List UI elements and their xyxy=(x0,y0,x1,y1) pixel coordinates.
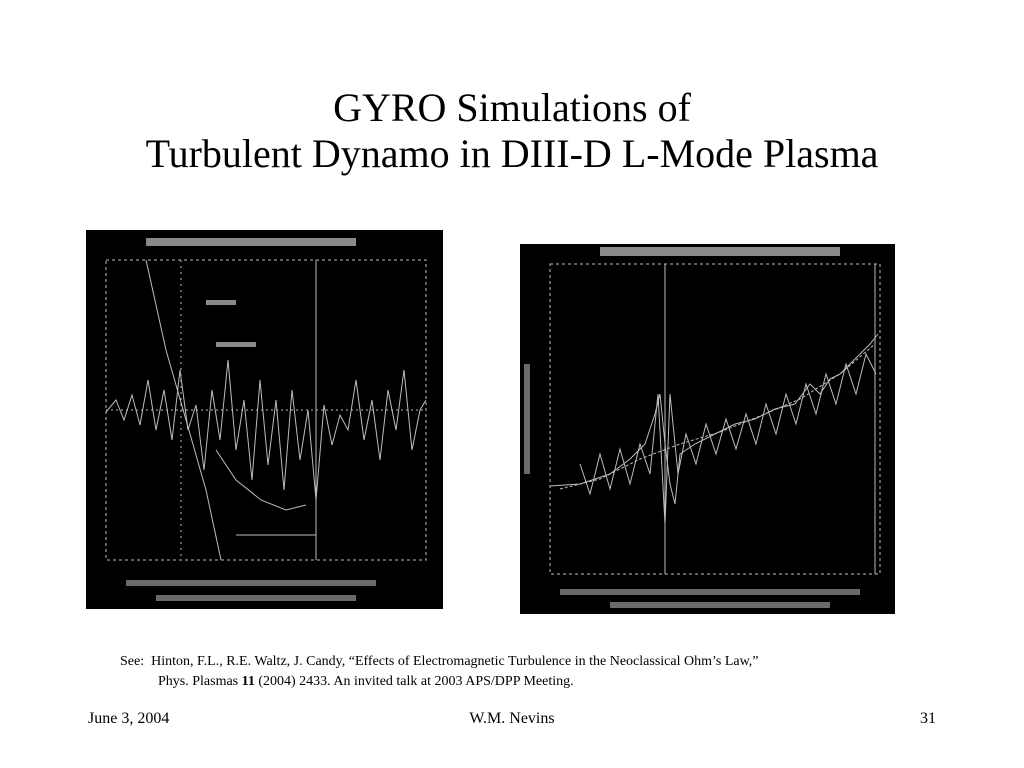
citation-details: (2004) 2433. An invited talk at 2003 APS… xyxy=(254,674,574,689)
right-figure xyxy=(520,244,895,614)
left-figure xyxy=(86,230,443,609)
title-line-2: Turbulent Dynamo in DIII-D L-Mode Plasma xyxy=(145,131,879,176)
slide-title: GYRO Simulations of Turbulent Dynamo in … xyxy=(0,85,1024,177)
right-figure-image xyxy=(524,247,881,608)
title-line-1: GYRO Simulations of xyxy=(333,85,691,130)
citation-volume: 11 xyxy=(241,674,255,689)
citation-line-1: See: Hinton, F.L., R.E. Waltz, J. Candy,… xyxy=(120,652,940,672)
left-figure-image xyxy=(105,238,427,601)
footer-date: June 3, 2004 xyxy=(88,710,170,727)
citation-journal: Phys. Plasmas xyxy=(158,674,242,689)
footer-author: W.M. Nevins xyxy=(469,710,555,727)
citation-reference: Hinton, F.L., R.E. Waltz, J. Candy, “Eff… xyxy=(151,654,759,669)
citation-line-2: Phys. Plasmas 11 (2004) 2433. An invited… xyxy=(120,672,940,692)
footer-page-number: 31 xyxy=(920,710,936,727)
citation-prefix: See: xyxy=(120,654,145,669)
citation: See: Hinton, F.L., R.E. Waltz, J. Candy,… xyxy=(120,652,940,692)
